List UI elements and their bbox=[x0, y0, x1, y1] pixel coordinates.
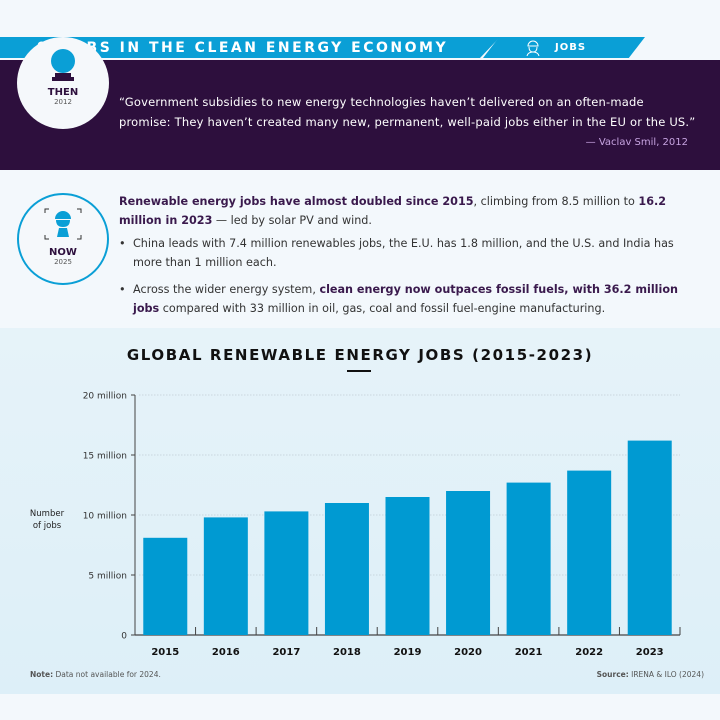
y-tick-label: 0 bbox=[121, 632, 127, 642]
x-tick-label: 2016 bbox=[212, 647, 240, 658]
y-axis-label: Number of jobs bbox=[30, 509, 65, 531]
bar-2018 bbox=[324, 503, 369, 635]
then-panel: THEN 2012 “Government subsidies to new e… bbox=[0, 37, 720, 170]
quote-text: “Government subsidies to new energy tech… bbox=[119, 95, 696, 129]
chart-note: Note: Data not available for 2024. bbox=[30, 670, 161, 679]
note-text: Data not available for 2024. bbox=[55, 670, 161, 679]
then-label: THEN bbox=[47, 87, 79, 98]
bullet2-end: compared with 33 million in oil, gas, co… bbox=[159, 302, 606, 315]
x-tick-label: 2018 bbox=[333, 647, 361, 658]
x-tick-label: 2015 bbox=[151, 647, 179, 658]
bar-2023 bbox=[627, 440, 672, 635]
x-tick-label: 2021 bbox=[515, 647, 543, 658]
source-label: Source: bbox=[596, 670, 629, 679]
chart-source: Source: IRENA & ILO (2024) bbox=[597, 670, 704, 679]
bar-2017 bbox=[264, 511, 309, 635]
now-year: 2025 bbox=[54, 258, 72, 266]
lead-end: — led by solar PV and wind. bbox=[212, 214, 372, 227]
y-tick-label: 20 million bbox=[83, 392, 127, 402]
x-tick-label: 2023 bbox=[636, 647, 664, 658]
now-text: Renewable energy jobs have almost double… bbox=[119, 192, 704, 326]
source-text: IRENA & ILO (2024) bbox=[631, 670, 704, 679]
y-tick-label: 10 million bbox=[83, 512, 127, 522]
title-underline bbox=[347, 370, 371, 372]
bullet-china: China leads with 7.4 million renewables … bbox=[119, 234, 704, 272]
y-tick-label: 15 million bbox=[83, 452, 127, 462]
now-badge: NOW 2025 bbox=[17, 193, 109, 285]
now-label: NOW bbox=[49, 247, 77, 258]
worker-icon bbox=[44, 208, 82, 240]
bar-2021 bbox=[506, 482, 551, 635]
lead-mid: , climbing from 8.5 million to bbox=[473, 195, 639, 208]
jobs-tag-label: JOBS bbox=[555, 42, 587, 53]
bar-2016 bbox=[203, 517, 248, 635]
x-tick-label: 2020 bbox=[454, 647, 482, 658]
then-badge: THEN 2012 bbox=[17, 37, 109, 129]
section-title: 9. JOBS IN THE CLEAN ENERGY ECONOMY bbox=[37, 40, 449, 56]
x-tick-label: 2017 bbox=[272, 647, 300, 658]
bullet-fossil: Across the wider energy system, clean en… bbox=[119, 280, 704, 318]
bar-2019 bbox=[385, 497, 430, 635]
bar-2015 bbox=[143, 537, 188, 635]
worker-helmet-icon bbox=[526, 40, 540, 56]
lead-bold: Renewable energy jobs have almost double… bbox=[119, 195, 474, 208]
bar-2020 bbox=[446, 491, 491, 635]
section-header: 9. JOBS IN THE CLEAN ENERGY ECONOMY bbox=[0, 37, 500, 58]
chart-title: GLOBAL RENEWABLE ENERGY JOBS (2015-2023) bbox=[126, 346, 594, 364]
then-year: 2012 bbox=[54, 98, 72, 106]
bullet2-start: Across the wider energy system, bbox=[133, 283, 320, 296]
crystal-ball-icon bbox=[51, 49, 75, 81]
jobs-tag: JOBS bbox=[483, 37, 645, 58]
bar-2022 bbox=[567, 470, 612, 635]
note-label: Note: bbox=[30, 670, 54, 679]
quote-attribution: — Vaclav Smil, 2012 bbox=[585, 137, 688, 148]
x-tick-label: 2022 bbox=[575, 647, 603, 658]
bullet2-bold: clean energy now outpaces fossil fuels, … bbox=[133, 283, 678, 315]
lead-bold2: 16.2 million in 2023 bbox=[119, 195, 667, 227]
x-tick-label: 2019 bbox=[394, 647, 422, 658]
now-lead: Renewable energy jobs have almost double… bbox=[119, 192, 704, 230]
y-tick-label: 5 million bbox=[88, 572, 127, 582]
